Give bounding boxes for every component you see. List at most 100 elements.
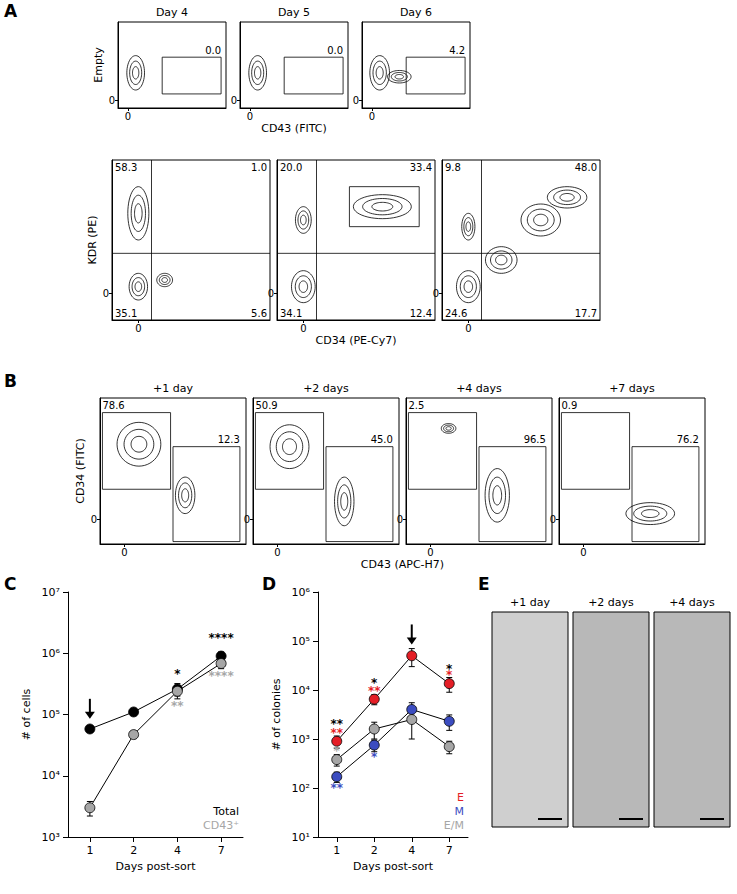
svg-text:20.0: 20.0	[280, 162, 302, 173]
svg-text:*: *	[334, 744, 341, 758]
svg-text:E/M: E/M	[444, 819, 464, 832]
svg-text:7: 7	[446, 844, 453, 857]
svg-text:+2 days: +2 days	[588, 596, 634, 609]
svg-text:0: 0	[121, 547, 127, 558]
svg-text:0: 0	[353, 95, 359, 106]
svg-text:0.0: 0.0	[205, 45, 221, 56]
svg-text:45.0: 45.0	[371, 434, 393, 445]
svg-text:B: B	[4, 371, 17, 391]
svg-text:M: M	[455, 805, 465, 818]
svg-text:24.6: 24.6	[445, 308, 467, 319]
svg-text:0: 0	[369, 111, 375, 122]
svg-text:KDR (PE): KDR (PE)	[86, 216, 99, 265]
svg-text:CD43⁺: CD43⁺	[203, 819, 239, 832]
svg-text:Empty: Empty	[92, 47, 105, 83]
svg-text:1: 1	[333, 844, 340, 857]
svg-text:0: 0	[135, 323, 141, 334]
svg-text:A: A	[4, 1, 18, 21]
svg-text:Day 5: Day 5	[278, 6, 310, 19]
svg-text:****: ****	[209, 669, 235, 683]
svg-text:+4 days: +4 days	[456, 382, 502, 395]
svg-text:4: 4	[408, 844, 415, 857]
svg-text:CD43 (APC-H7): CD43 (APC-H7)	[361, 558, 444, 571]
svg-text:10¹: 10¹	[292, 831, 310, 844]
svg-text:Day 4: Day 4	[156, 6, 188, 19]
svg-text:E: E	[457, 791, 464, 804]
svg-text:12.4: 12.4	[410, 308, 432, 319]
svg-text:10²: 10²	[292, 782, 310, 795]
svg-text:0: 0	[103, 288, 109, 299]
svg-text:+2 days: +2 days	[303, 382, 349, 395]
svg-text:*: *	[446, 668, 453, 682]
svg-text:2: 2	[371, 844, 378, 857]
svg-text:96.5: 96.5	[524, 434, 546, 445]
svg-text:0: 0	[433, 288, 439, 299]
svg-text:1: 1	[86, 844, 93, 857]
svg-text:10³: 10³	[42, 831, 60, 844]
svg-text:Total: Total	[212, 805, 239, 818]
svg-text:35.1: 35.1	[115, 308, 137, 319]
svg-text:+1 day: +1 day	[510, 596, 550, 609]
svg-text:****: ****	[209, 631, 235, 645]
svg-text:# of cells: # of cells	[20, 689, 33, 741]
svg-text:0.0: 0.0	[327, 45, 343, 56]
svg-text:E: E	[478, 574, 490, 594]
svg-text:0: 0	[268, 288, 274, 299]
svg-text:+4 days: +4 days	[669, 596, 715, 609]
svg-text:9.8: 9.8	[445, 162, 461, 173]
svg-text:**: **	[368, 684, 381, 698]
svg-text:76.2: 76.2	[677, 434, 699, 445]
svg-text:10⁵: 10⁵	[292, 635, 310, 648]
svg-text:0: 0	[231, 95, 237, 106]
svg-text:+1 day: +1 day	[153, 382, 193, 395]
svg-text:0: 0	[274, 547, 280, 558]
svg-text:10³: 10³	[292, 733, 310, 746]
svg-text:10⁴: 10⁴	[292, 684, 311, 697]
svg-text:1.0: 1.0	[251, 162, 267, 173]
svg-text:10⁷: 10⁷	[42, 586, 60, 599]
svg-text:D: D	[262, 574, 276, 594]
svg-text:Day 6: Day 6	[400, 6, 432, 19]
svg-text:0: 0	[244, 514, 250, 525]
svg-text:10⁴: 10⁴	[42, 769, 61, 782]
svg-text:2.5: 2.5	[408, 400, 424, 411]
svg-text:**: **	[330, 781, 343, 795]
svg-text:78.6: 78.6	[102, 400, 124, 411]
svg-text:17.7: 17.7	[575, 308, 597, 319]
svg-text:10⁵: 10⁵	[42, 708, 60, 721]
svg-text:0: 0	[397, 514, 403, 525]
svg-text:0: 0	[427, 547, 433, 558]
svg-text:CD34 (PE-Cy7): CD34 (PE-Cy7)	[316, 334, 397, 347]
svg-text:5.6: 5.6	[251, 308, 267, 319]
svg-text:**: **	[171, 699, 184, 713]
svg-text:12.3: 12.3	[218, 434, 240, 445]
svg-text:7: 7	[218, 844, 225, 857]
svg-text:33.4: 33.4	[410, 162, 432, 173]
svg-text:# of colonies: # of colonies	[270, 678, 283, 750]
svg-text:2: 2	[130, 844, 137, 857]
svg-text:4: 4	[174, 844, 181, 857]
svg-text:0: 0	[580, 547, 586, 558]
svg-text:**: **	[330, 726, 343, 740]
svg-text:0: 0	[300, 323, 306, 334]
svg-text:34.1: 34.1	[280, 308, 302, 319]
svg-text:0: 0	[550, 514, 556, 525]
svg-text:4.2: 4.2	[449, 45, 465, 56]
svg-text:0: 0	[91, 514, 97, 525]
svg-text:48.0: 48.0	[575, 162, 597, 173]
svg-text:*: *	[174, 667, 181, 681]
svg-text:Days post-sort: Days post-sort	[353, 860, 434, 873]
svg-text:50.9: 50.9	[255, 400, 277, 411]
svg-text:CD43 (FITC): CD43 (FITC)	[261, 122, 327, 135]
svg-text:10⁶: 10⁶	[42, 647, 61, 660]
svg-text:Days post-sort: Days post-sort	[116, 860, 197, 873]
svg-text:CD34 (FITC): CD34 (FITC)	[74, 438, 87, 504]
svg-text:+7 days: +7 days	[609, 382, 655, 395]
svg-text:0.9: 0.9	[561, 400, 577, 411]
svg-text:C: C	[4, 574, 16, 594]
svg-text:58.3: 58.3	[115, 162, 137, 173]
svg-text:10⁶: 10⁶	[292, 586, 311, 599]
svg-text:*: *	[371, 750, 378, 764]
svg-text:0: 0	[109, 95, 115, 106]
svg-text:0: 0	[465, 323, 471, 334]
